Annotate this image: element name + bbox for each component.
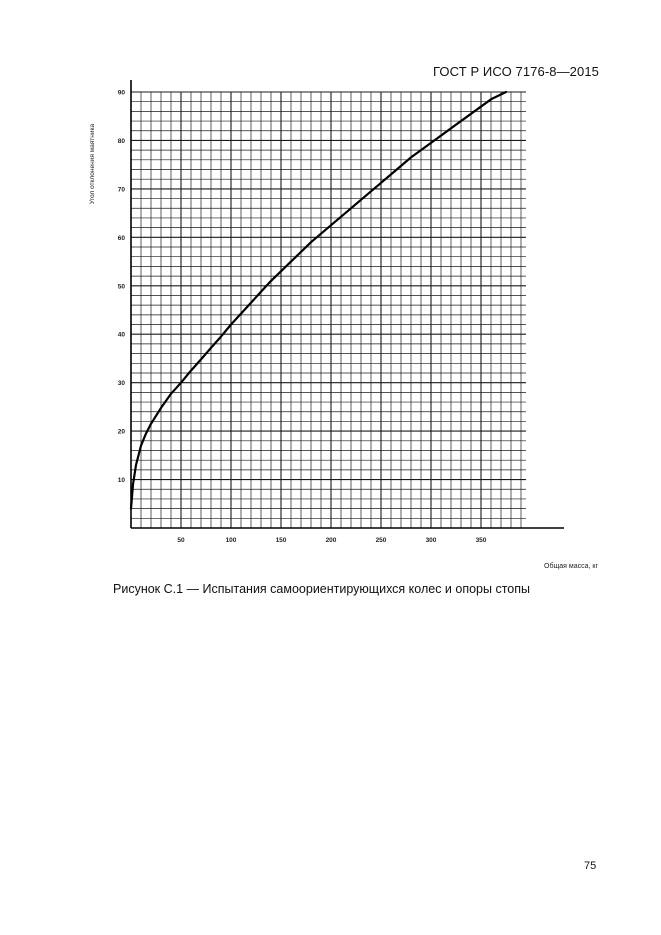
- y-tick-label: 80: [118, 138, 126, 145]
- y-tick-label: 50: [118, 283, 126, 290]
- x-tick-label: 200: [326, 537, 337, 544]
- chart: 50 100 150 200 250 300 350 10 20 30 40 50 60 70 80 90 У…: [80, 70, 600, 580]
- x-tick-label: 250: [376, 537, 387, 544]
- x-axis-label: Общая масса, кг: [544, 562, 598, 570]
- x-tick-label: 150: [276, 537, 287, 544]
- x-tick-label: 50: [177, 537, 185, 544]
- chart-axes: [130, 80, 564, 529]
- y-tick-label: 90: [118, 90, 126, 97]
- chart-ticks: 50 100 150 200 250 300 350 10 20 30 40 50 60 70 80 90: [118, 90, 487, 545]
- x-tick-label: 300: [426, 537, 437, 544]
- chart-series: [129, 90, 508, 510]
- x-tick-label: 350: [476, 537, 487, 544]
- document-header: ГОСТ Р ИСО 7176-8—2015: [433, 64, 599, 79]
- series-line: [129, 90, 508, 510]
- y-tick-label: 70: [118, 186, 126, 193]
- chart-svg: 50 100 150 200 250 300 350 10 20 30 40 50 60 70 80 90 У…: [89, 80, 598, 570]
- y-tick-label: 40: [118, 332, 126, 339]
- y-tick-label: 60: [118, 235, 126, 242]
- x-tick-label: 100: [226, 537, 237, 544]
- page-number: 75: [584, 860, 597, 872]
- y-axis-label: Угол отклонения маятника: [89, 124, 96, 205]
- y-tick-label: 30: [118, 380, 126, 387]
- chart-grid: [131, 91, 526, 528]
- y-tick-label: 10: [118, 477, 126, 484]
- figure-caption: Рисунок С.1 — Испытания самоориентирующи…: [113, 582, 530, 596]
- y-tick-label: 20: [118, 429, 126, 436]
